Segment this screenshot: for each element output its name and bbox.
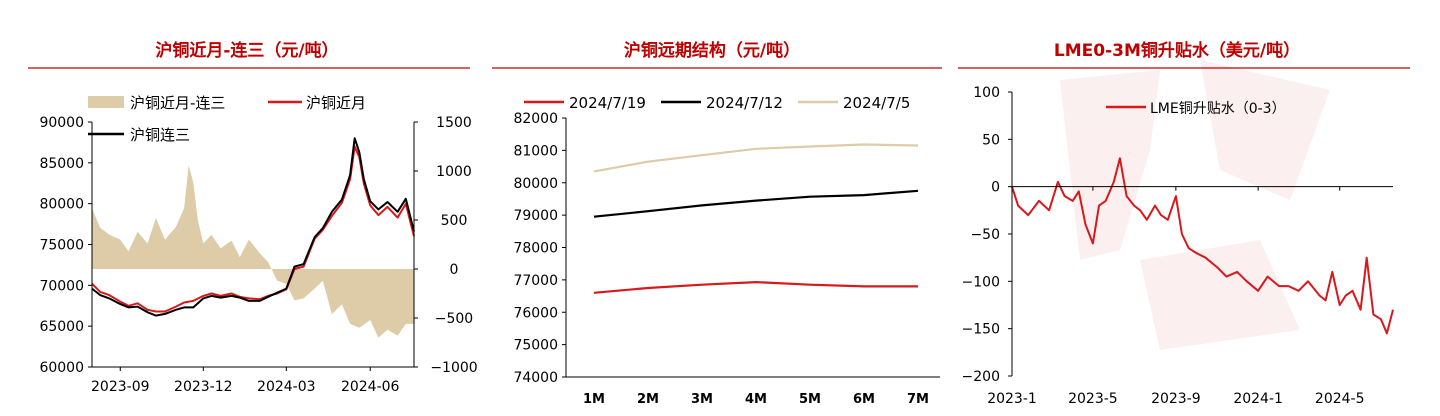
series-area-near-minus-third [92,165,414,338]
legend-label: 沪铜近月 [306,94,366,112]
y-left-tick-label: 60000 [39,360,84,376]
x-tick-label: 3M [691,392,713,407]
x-tick-label: 2024-03 [257,379,316,395]
x-tick-label: 2023-09 [91,379,150,395]
series-line-lme-spread [1011,157,1394,335]
curve-layer [593,143,919,294]
spread-area-layer [92,165,414,338]
y-tick-label: 81000 [513,143,558,159]
y-left-tick-label: 80000 [39,197,84,213]
legend-label: 沪铜连三 [130,126,190,144]
y-right-tick-label: 1500 [436,115,472,131]
legend: LME铜升贴水（0-3） [1106,101,1286,117]
y-right-tick-label: 0 [450,262,459,278]
x-tick-label: 2024-06 [341,379,400,395]
price-line-layer [91,137,415,317]
y-right-tick-label: 1000 [436,164,472,180]
chart-title: 沪铜近月-连三（元/吨） [155,40,338,61]
legend-label: 2024/7/12 [706,94,783,112]
y-tick-label: 82000 [513,111,558,127]
x-tick-label: 2024-5 [1315,391,1365,407]
legend-swatch-area [88,96,124,108]
y-tick-label: −200 [962,369,1000,385]
y-tick-label: 77000 [513,273,558,289]
legend-label: LME铜升贴水（0-3） [1150,101,1286,117]
x-tick-label: 6M [853,392,875,407]
y-tick-label: 100 [973,85,1000,101]
series-line-2 [593,143,919,173]
y-tick-label: 80000 [513,176,558,192]
y-tick-label: 0 [991,180,1000,196]
series-line-1 [593,189,919,218]
y-tick-label: 78000 [513,241,558,257]
y-tick-label: −100 [962,274,1000,290]
axes: 82000 81000 80000 79000 78000 77000 76000 75000… [513,111,940,407]
panel-forward-structure: 沪铜远期结构（元/吨） 82000 81000 80000 79000 78000 770… [492,40,942,407]
x-tick-label: 2023-12 [174,379,233,395]
x-tick-label: 2023-9 [1151,391,1201,407]
x-tick-label: 2023-5 [1068,391,1118,407]
chart-title: LME0-3M铜升贴水（美元/吨） [1054,40,1300,61]
x-tick-label: 2M [637,392,659,407]
x-tick-label: 2023-1 [987,391,1037,407]
y-left-tick-label: 75000 [39,238,84,254]
y-left-tick-label: 90000 [39,115,84,131]
legend-label: 2024/7/5 [843,94,910,112]
legend-label: 2024/7/19 [569,94,646,112]
legend-label: 沪铜近月-连三 [130,94,225,112]
x-tick-label: 5M [799,392,821,407]
y-right-tick-label: −1000 [430,360,477,376]
spread-line-layer [1011,157,1394,335]
axes: 100 50 0 −50 −100 −150 −200 2023-1 2023-5 2023-9 2… [962,85,1393,407]
series-line-third-month [91,137,415,317]
y-right-tick-label: −500 [435,311,473,327]
x-tick-label: 2024-1 [1233,391,1283,407]
panel-near-minus-third: 沪铜近月-连三（元/吨） 90000 85000 80000 75000 70000 65… [28,40,478,395]
y-tick-label: 50 [982,132,1000,148]
x-tick-label: 1M [583,392,605,407]
x-tick-label: 4M [745,392,767,407]
y-tick-label: 75000 [513,338,558,354]
x-tick-label: 7M [907,392,929,407]
chart-title: 沪铜远期结构（元/吨） [624,40,800,61]
axes: 90000 85000 80000 75000 70000 65000 60000 1500 1… [39,115,477,395]
y-tick-label: 74000 [513,370,558,386]
y-tick-label: −150 [962,322,1000,338]
y-right-tick-label: 500 [441,213,468,229]
series-line-0 [593,281,918,294]
y-left-tick-label: 65000 [39,319,84,335]
background-watermark [1060,60,1330,350]
y-left-tick-label: 70000 [39,278,84,294]
legend: 2024/7/19 2024/7/12 2024/7/5 [524,94,910,112]
y-tick-label: −50 [970,227,1000,243]
y-tick-label: 79000 [513,208,558,224]
y-left-tick-label: 85000 [39,156,84,172]
y-tick-label: 76000 [513,305,558,321]
panel-lme-spread: LME0-3M铜升贴水（美元/吨） 100 50 0 −50 −100 −150 −200 2… [958,40,1410,407]
